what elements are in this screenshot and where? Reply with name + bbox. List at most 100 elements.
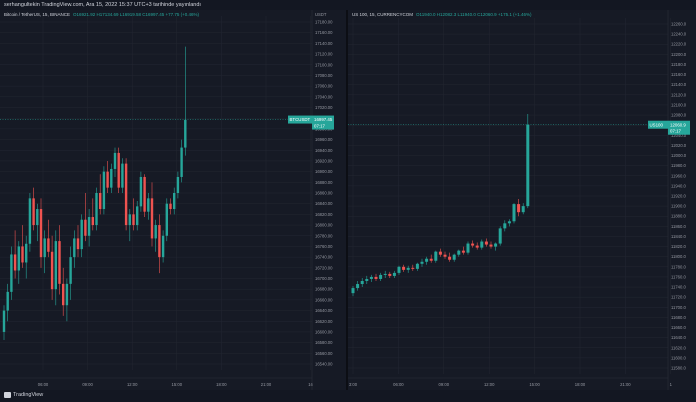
btc-candle-body <box>73 238 76 258</box>
btc-candle-body <box>13 254 17 271</box>
us100-candle-body <box>379 274 383 279</box>
us100-symbol-tag-label: US100 <box>650 122 664 127</box>
us100-chart-pane[interactable]: 3:00 06:00 09:00 12:00 15:00 18:00 21:00 1 12260… <box>348 10 696 390</box>
btc-x-tick-label: 06:00 <box>38 382 49 387</box>
btc-last-price-value: 16997.45 <box>314 117 333 122</box>
btc-candle-body <box>150 198 154 239</box>
us100-candle-body <box>480 241 484 248</box>
us100-candle-body <box>507 221 511 224</box>
btc-candle-body <box>117 152 120 188</box>
us100-candle-body <box>461 250 465 253</box>
btc-y-tick-label: 16960.00 <box>315 137 333 142</box>
btc-symbol-tag <box>288 115 312 124</box>
us100-candle-body <box>489 244 493 247</box>
btc-candle-body <box>6 291 9 311</box>
btc-y-tick-label: 17180.00 <box>315 20 333 25</box>
btc-candle-body <box>43 238 46 258</box>
us100-y-tick-label: 12040.0 <box>671 133 687 138</box>
btc-x-tick-label: 21:00 <box>261 382 272 387</box>
us100-x-tick-label: 12:00 <box>484 382 495 387</box>
btc-x-tick-label: 18:00 <box>216 382 227 387</box>
us100-y-tick-label: 12020.0 <box>671 143 687 148</box>
btc-candle-body <box>36 209 39 226</box>
btc-candle-body <box>39 209 43 258</box>
btc-candle-body <box>28 198 32 244</box>
us100-candle-body <box>402 266 406 270</box>
us100-candle-body <box>521 206 525 213</box>
btc-chart-pane[interactable]: 06:00 09:00 12:00 15:00 18:00 21:00 16 17180.00… <box>0 10 346 390</box>
us100-y-tick-label: 11620.0 <box>671 345 686 350</box>
btc-y-tick-label: 17040.00 <box>315 94 333 99</box>
us100-y-tick-label: 11660.0 <box>671 325 686 330</box>
btc-y-tick-label: 16660.00 <box>315 297 333 302</box>
us100-candle-body <box>351 288 355 294</box>
us100-candle-body <box>512 204 516 222</box>
us100-countdown-value: 07:17 <box>670 129 682 134</box>
btc-candle-body <box>161 235 165 258</box>
btc-chart-canvas[interactable]: 06:00 09:00 12:00 15:00 18:00 21:00 16 17180.00… <box>0 10 346 390</box>
btc-candle-body <box>21 246 24 263</box>
us100-candle-body <box>356 284 360 289</box>
btc-y-tick-label: 16900.00 <box>315 169 333 174</box>
us100-candle-body <box>369 276 373 279</box>
us100-y-tick-label: 11820.0 <box>671 244 686 249</box>
us100-y-tick-label: 11720.0 <box>671 295 686 300</box>
us100-candle-body <box>383 273 387 275</box>
us100-candle-body <box>494 243 498 247</box>
us100-y-tick-label: 11700.0 <box>671 305 686 310</box>
us100-y-tick-label: 12160.0 <box>671 72 687 77</box>
btc-candle-body <box>25 243 28 263</box>
us100-x-tick-label: 09:00 <box>439 382 450 387</box>
btc-y-tick-label: 16760.00 <box>315 244 333 249</box>
us100-candle-body <box>406 267 410 270</box>
btc-candle-body <box>91 217 94 226</box>
btc-candle-body <box>154 225 157 239</box>
btc-candle-body <box>176 176 180 193</box>
us100-candle-body <box>526 124 530 207</box>
btc-y-tick-label: 16840.00 <box>315 201 333 206</box>
btc-y-tick-label: 16780.00 <box>315 233 333 238</box>
us100-candle-body <box>466 243 470 253</box>
btc-candle-body <box>113 152 117 169</box>
us100-candle-body <box>484 241 488 245</box>
us100-y-tick-label: 11680.0 <box>671 315 686 320</box>
us100-candle-body <box>471 243 475 246</box>
btc-x-tick-label: 09:00 <box>82 382 93 387</box>
pane-divider[interactable] <box>346 10 348 390</box>
published-line: serhangultekin TradingView.com, Ara 15, … <box>4 2 201 8</box>
btc-candle-body <box>10 254 13 292</box>
btc-candle-body <box>54 241 57 290</box>
btc-candle-body <box>47 238 50 252</box>
btc-y-tick-label: 16680.00 <box>315 287 333 292</box>
btc-x-tick-label: 12:00 <box>127 382 138 387</box>
us100-candle-body <box>425 258 429 262</box>
us100-y-tick-label: 11760.0 <box>671 274 686 279</box>
btc-candle-body <box>121 163 124 188</box>
us100-x-tick-label: 18:00 <box>575 382 586 387</box>
btc-ohlc-values: O16921.92 H17134.69 L16919.58 C16997.45 … <box>72 12 200 17</box>
us100-candle-body <box>388 273 392 276</box>
btc-y-tick-label: 16580.00 <box>315 340 333 345</box>
btc-candle-body <box>136 206 139 226</box>
tradingview-logo[interactable]: TradingView <box>4 392 43 398</box>
us100-candle-body <box>397 266 401 273</box>
btc-candle-body <box>169 203 172 210</box>
us100-candle-body <box>374 276 378 279</box>
us100-x-tick-label: 21:00 <box>620 382 631 387</box>
us100-y-tick-label: 12120.0 <box>671 92 687 97</box>
us100-symbol-tag <box>648 120 668 129</box>
btc-y-tick-label: 16600.00 <box>315 329 333 334</box>
btc-y-tick-label: 16640.00 <box>315 308 333 313</box>
us100-y-tick-label: 11740.0 <box>671 285 686 290</box>
btc-candle-body <box>158 225 161 258</box>
btc-candle-body <box>50 251 54 290</box>
us100-chart-legend: US 100, 15, CURRENCYCOM O11940.0 H12082.3… <box>352 12 531 17</box>
us100-y-tick-label: 11940.0 <box>671 183 686 188</box>
btc-candle-body <box>17 246 20 271</box>
btc-y-tick-label: 16620.00 <box>315 319 333 324</box>
btc-candle-body <box>132 214 135 226</box>
us100-chart-canvas[interactable]: 3:00 06:00 09:00 12:00 15:00 18:00 21:00 1 12260… <box>348 10 696 390</box>
btc-y-tick-label: 16880.00 <box>315 180 333 185</box>
btc-y-tick-label: 16920.00 <box>315 158 333 163</box>
btc-y-tick-label: 16820.00 <box>315 212 333 217</box>
